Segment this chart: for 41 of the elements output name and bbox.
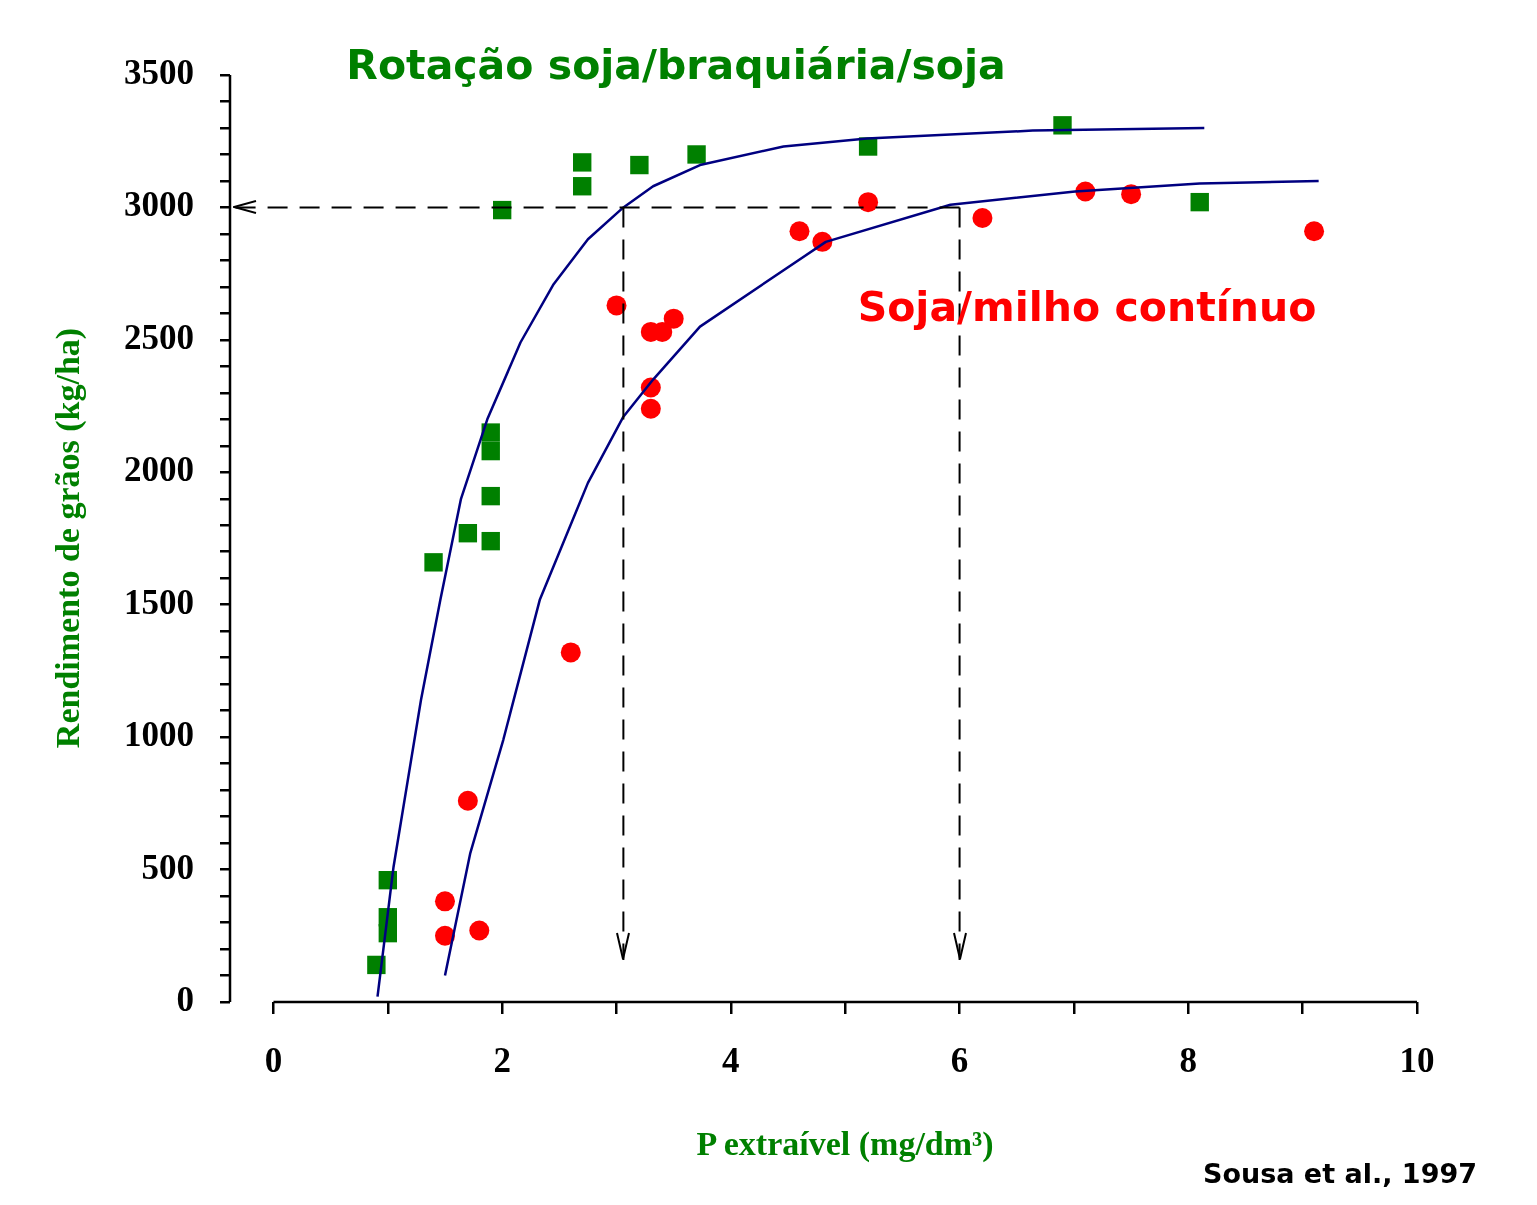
point [424, 553, 443, 572]
series-label: Rotação soja/braquiária/soja [346, 40, 1006, 89]
series-label: Soja/milho contínuo [857, 282, 1317, 331]
point [481, 486, 500, 506]
x-tick-label: 8 [1179, 1041, 1198, 1081]
point [640, 398, 661, 419]
x-tick-label: 6 [950, 1041, 969, 1081]
text: Sousa et al., 1997 [1202, 1158, 1477, 1190]
point [481, 531, 500, 551]
point [573, 153, 592, 172]
y-tick-label: 3500 [124, 53, 194, 93]
point [457, 790, 478, 811]
x-tick-label: 2 [493, 1041, 511, 1081]
point [560, 642, 581, 663]
point [1304, 221, 1325, 242]
point [458, 524, 478, 543]
y-tick-label: 500 [141, 847, 194, 887]
point [434, 891, 455, 912]
x-axis-title: P extraível (mg/dm³) [696, 1124, 994, 1163]
x-tick-label: 0 [264, 1041, 283, 1081]
y-tick-label: 1500 [124, 582, 194, 622]
y-axis-title: Rendimento de grãos (kg/ha) [48, 327, 87, 749]
y-tick-label: 2500 [124, 317, 194, 357]
y-tick-label: 3000 [124, 185, 194, 225]
point [481, 441, 500, 461]
point [606, 295, 627, 316]
y-tick-label: 0 [176, 980, 194, 1020]
point [858, 192, 879, 213]
point [972, 208, 993, 229]
point [687, 145, 706, 164]
point [573, 177, 592, 196]
point [1190, 192, 1209, 212]
point [789, 221, 810, 242]
point [630, 155, 649, 175]
x-tick-label: 4 [722, 1041, 740, 1081]
x-tick-label: 10 [1399, 1041, 1435, 1081]
point [434, 925, 455, 946]
point [663, 308, 684, 329]
point [469, 920, 490, 941]
y-tick-label: 2000 [124, 450, 194, 490]
y-tick-label: 1000 [124, 715, 194, 755]
